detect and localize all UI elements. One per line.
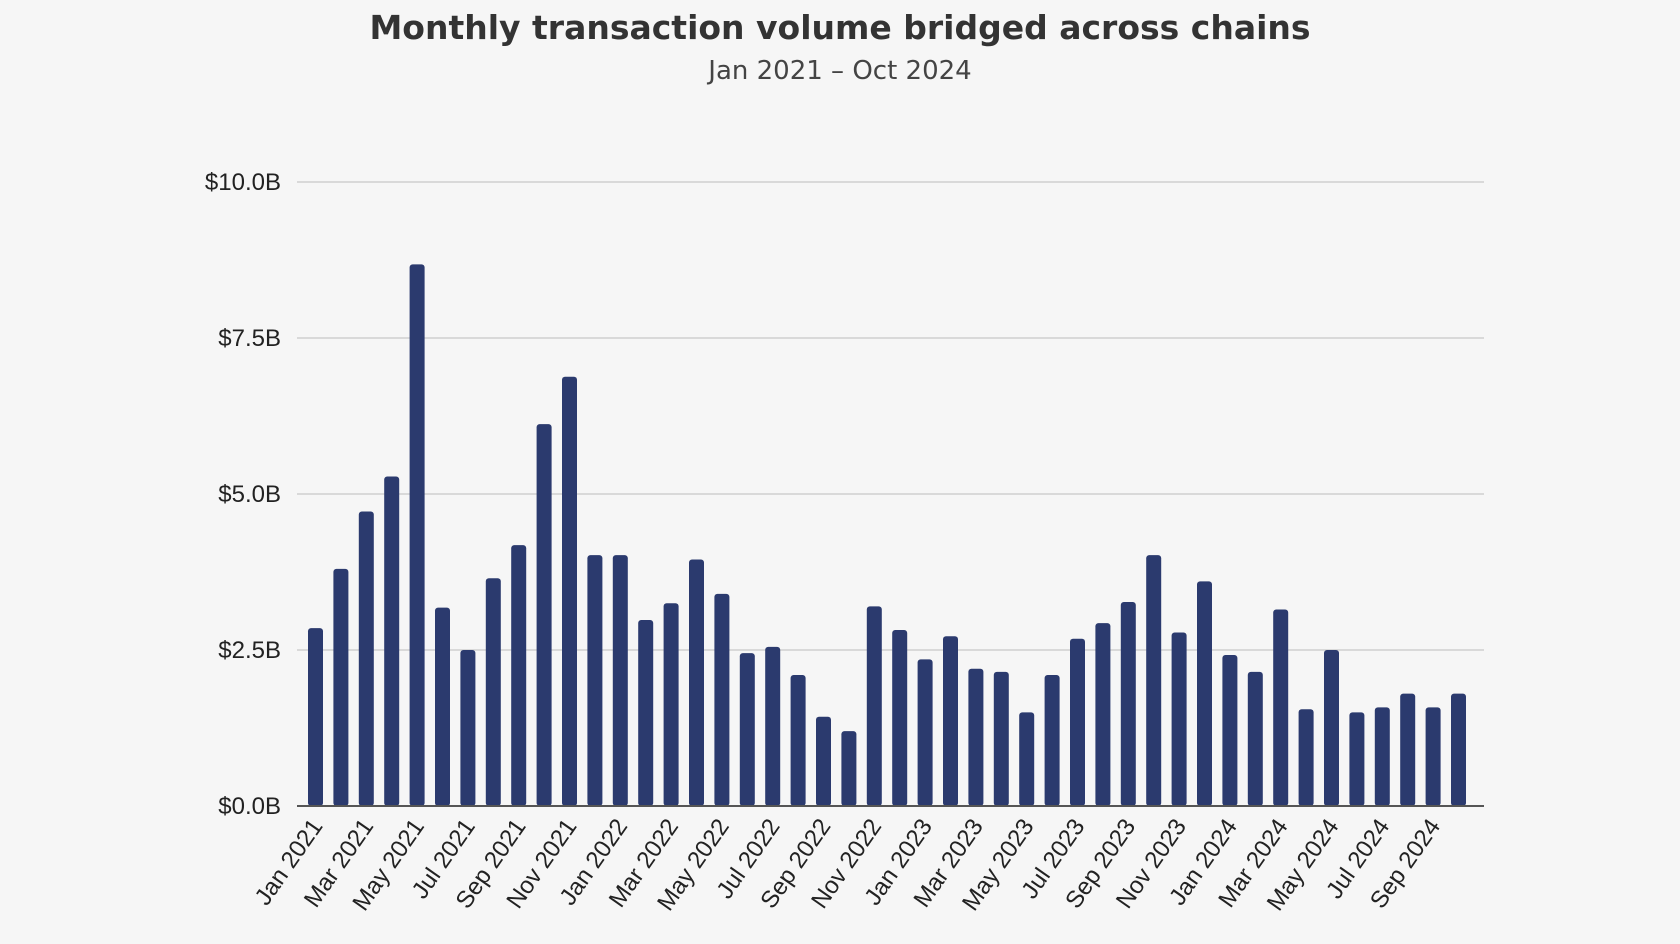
bar: Mar 2022: $3.25B [663,603,679,806]
bar: May 2023: $1.50B [1019,712,1035,806]
bar: Jul 2023: $2.68B [1070,638,1085,806]
bar: Apr 2022: $3.95B [689,559,704,806]
gridlines [297,181,1484,651]
bar: Dec 2022: $2.82B [892,630,908,806]
bar: Jun 2021: $3.18B [435,607,450,806]
bar: Oct 2024: $1.80B [1451,693,1466,806]
bar: Jul 2022: $2.55B [765,646,781,806]
bar: Oct 2021: $6.12B [536,424,552,806]
bar: Apr 2023: $2.15B [993,671,1009,806]
bar: Jan 2024: $2.42B [1222,654,1238,806]
bar: Jun 2024: $1.50B [1349,712,1365,806]
y-tick-label: $5.0B [218,481,281,508]
bar: Jan 2023: $2.35B [917,659,933,806]
bar: Apr 2024: $1.55B [1298,709,1314,806]
bar: Aug 2021: $3.65B [485,578,501,806]
bar: Sep 2022: $1.43B [816,716,831,806]
y-tick-label: $10.0B [205,169,281,196]
bar: Mar 2023: $2.20B [968,668,984,806]
bar: Feb 2021: $3.80B [333,568,349,806]
chart-title: Monthly transaction volume bridged acros… [369,8,1311,47]
bar: Nov 2022: $3.20B [866,606,882,806]
bar: Oct 2022: $1.20B [841,731,857,806]
bar: Oct 2023: $4.02B [1146,555,1162,806]
bar: Nov 2021: $6.88B [562,376,577,806]
bar: Sep 2021: $4.18B [511,545,527,806]
bar: May 2021: $8.68B [409,264,425,806]
bar: Feb 2023: $2.72B [943,636,958,806]
bar: Jul 2024: $1.58B [1374,707,1390,806]
bar: Aug 2022: $2.10B [790,674,806,806]
y-tick-label: $2.5B [218,637,281,664]
bar: Jun 2023: $2.10B [1044,674,1060,806]
bar: Jan 2021: $2.85B [308,628,323,806]
y-axis-labels: $0.0B $2.5B $5.0B $7.5B $10.0B [205,169,281,820]
bar: Sep 2024: $1.58B [1425,707,1441,806]
bar: Dec 2021: $4.02B [587,555,603,806]
bar: Jun 2022: $2.45B [739,653,755,806]
bars: Jan 2021: $2.85B Feb 2021: $3.80B Mar 2021… [308,264,1466,806]
bar: Feb 2024: $2.15B [1247,671,1263,806]
bar: Aug 2024: $1.80B [1400,693,1416,806]
bar: Dec 2023: $3.60B [1197,581,1212,806]
bar: Jul 2021: $2.50B [460,650,476,806]
bar: Sep 2023: $3.27B [1120,601,1136,806]
y-tick-label: $0.0B [218,793,281,820]
bar: May 2024: $2.50B [1324,650,1339,806]
bar: Apr 2021: $5.28B [384,476,400,806]
bar: May 2022: $3.40B [714,593,730,806]
bar: Aug 2023: $2.93B [1095,623,1111,806]
bar: Mar 2021: $4.72B [358,511,374,806]
bar: Nov 2023: $2.78B [1171,632,1187,806]
bar: Feb 2022: $2.98B [638,620,654,806]
bar: Mar 2024: $3.15B [1273,609,1289,806]
y-tick-label: $7.5B [218,325,281,352]
bar: Jan 2022: $4.02B [612,555,628,806]
chart-subtitle: Jan 2021 – Oct 2024 [708,56,972,86]
